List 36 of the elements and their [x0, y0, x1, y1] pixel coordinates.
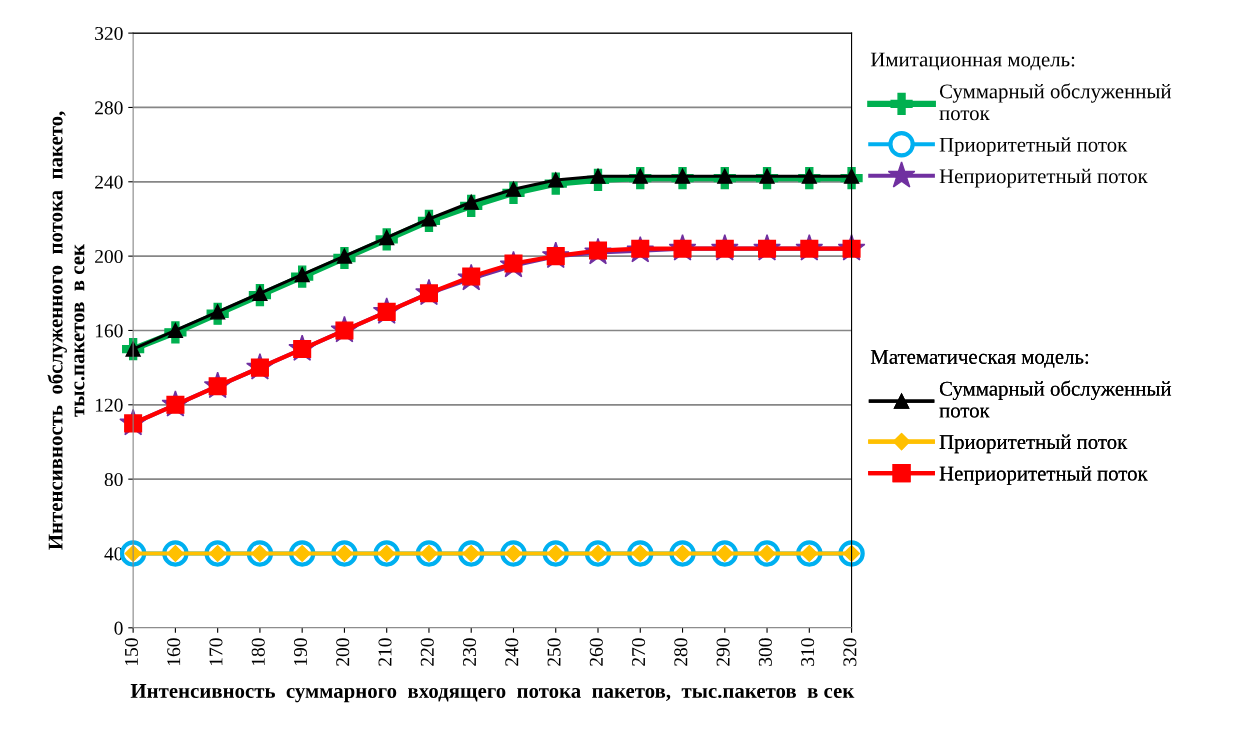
y-tick-label: 120 [95, 398, 123, 412]
x-tick-label: 180 [251, 638, 265, 665]
legend-label: Приоритетный поток [939, 434, 1128, 454]
y-tick-label: 160 [95, 324, 123, 338]
legend-label: Суммарный обслуженный поток [939, 83, 1172, 121]
text: Имитационная модель: [870, 52, 1075, 71]
x-axis-title: Интенсивность суммарного входящего потока пакетов, тыс.пакетов в сек [130, 684, 855, 703]
legend-label: Неприоритетный поток [939, 466, 1148, 485]
x-tick-label: 320 [843, 638, 857, 666]
x-tick-label: 160 [167, 638, 181, 665]
y-tick-label: 280 [95, 101, 123, 115]
x-tick-label: 250 [547, 638, 561, 666]
x-tick-label: 290 [716, 638, 730, 666]
legend-label: Суммарный обслуженный поток [939, 380, 1172, 418]
x-tick-label: 190 [293, 638, 308, 665]
x-tick-label: 210 [378, 638, 392, 666]
y-axis-title: Интенсивность обслуженного потока пакето, тыс.пакетов в сек [47, 111, 85, 550]
legend-label: Приоритетный поток [939, 137, 1128, 156]
x-tick-label: 170 [209, 638, 223, 665]
x-tick-label: 230 [462, 638, 477, 666]
y-tick-label: 80 [104, 472, 123, 487]
legend-label: Неприоритетный поток [939, 168, 1148, 188]
x-tick-label: 260 [589, 638, 603, 666]
x-tick-label: 270 [632, 638, 646, 666]
x-tick-label: 310 [801, 638, 815, 666]
y-tick-label: 240 [95, 175, 123, 189]
x-tick-label: 280 [674, 638, 688, 666]
x-tick-label: 200 [336, 638, 350, 666]
y-tick-label: 200 [95, 249, 123, 264]
y-tick-label: 320 [95, 26, 123, 41]
y-tick-label: 0 [114, 621, 123, 635]
x-tick-label: 300 [758, 638, 772, 666]
x-tick-label: 220 [420, 638, 434, 666]
x-tick-label: 150 [124, 638, 138, 665]
x-tick-label: 240 [505, 638, 519, 666]
text: Математическая модель: [870, 350, 1089, 368]
